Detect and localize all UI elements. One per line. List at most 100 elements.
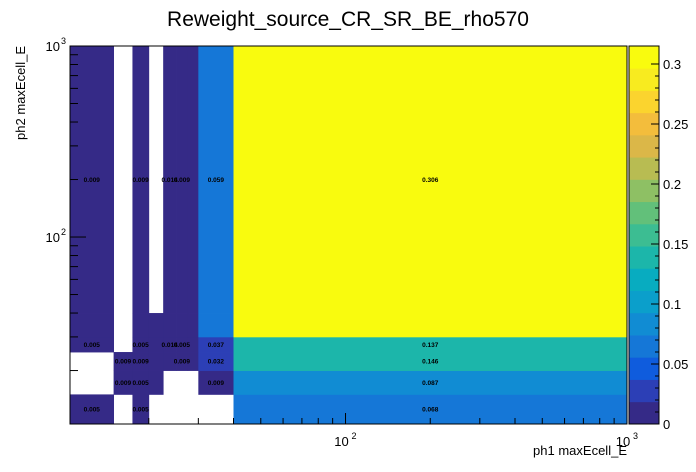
x-tick-label: 10 (616, 434, 630, 449)
cell-value-label: 0.009 (132, 359, 149, 366)
cell-value-label: 0.306 (422, 177, 439, 184)
colorbar-segment (629, 46, 659, 69)
heatmap-cell (198, 313, 234, 338)
colorbar-segment (629, 223, 659, 247)
x-axis-ticks: 10 2 10 3 (148, 413, 638, 449)
cell-value-label: 0.087 (422, 380, 439, 387)
colorbar-tick-label: 0.15 (663, 237, 688, 252)
y-tick-exponent: 2 (61, 227, 66, 237)
heatmap-cell (163, 336, 177, 353)
heatmap-cell (163, 313, 177, 338)
heatmap-cell (132, 394, 150, 425)
cell-value-label: 0.009 (174, 177, 191, 184)
heatmap-cell (113, 370, 133, 395)
heatmap-cell (70, 394, 115, 425)
heatmap-cell (132, 336, 150, 353)
colorbar-segment (629, 90, 659, 114)
cell-value-label: 0.005 (132, 407, 149, 414)
colorbar-segment (629, 357, 659, 380)
heatmap-cell (187, 336, 199, 353)
colorbar-segment (629, 179, 659, 203)
cell-value-label: 0.009 (115, 380, 132, 387)
colorbar-segment (629, 290, 659, 314)
cell-value-label: 0.009 (174, 359, 191, 366)
cell-value-label: 0.137 (422, 342, 439, 349)
cell-value-label: 0.009 (115, 359, 132, 366)
cell-value-label: 0.032 (208, 359, 225, 366)
heatmap-cell (70, 313, 115, 338)
heatmap-cell (132, 46, 150, 314)
heatmap-cell (233, 46, 628, 314)
cell-value-label: 0.005 (174, 342, 191, 349)
heatmap-cell (176, 313, 189, 338)
colorbar-segment (629, 112, 659, 136)
heatmap-cell (113, 352, 133, 371)
cell-value-label: 0.005 (84, 407, 101, 414)
colorbar-frame (628, 45, 660, 425)
heatmap-cell (233, 352, 628, 371)
heatmap-cell (148, 313, 164, 338)
colorbar-segment (629, 268, 659, 291)
cell-value-label: 0.009 (84, 177, 101, 184)
colorbar-tick-label: 0.1 (663, 297, 681, 312)
colorbar-segment (629, 134, 659, 158)
y-tick-exponent: 3 (61, 36, 66, 46)
colorbar-segment (629, 401, 659, 425)
y-tick-label: 10 (46, 230, 60, 245)
heatmap-cell (198, 370, 234, 395)
heatmap-cell (198, 336, 234, 353)
y-tick-label: 10 (46, 39, 60, 54)
color-scale-bar: 0 0.05 0.1 0.15 0.2 0.25 0.3 (628, 45, 688, 432)
heatmap-cell (176, 46, 189, 314)
heatmap-cell (163, 352, 177, 371)
cell-value-label: 0.005 (84, 342, 101, 349)
y-axis-label: ph2 maxEcell_E (13, 46, 28, 140)
heatmap-cell (132, 352, 150, 371)
chart-title: Reweight_source_CR_SR_BE_rho570 (167, 8, 529, 31)
cell-value-label: 0.005 (132, 342, 149, 349)
colorbar-tick-label: 0 (663, 417, 670, 432)
cell-value-label: 0.014 (161, 177, 178, 184)
heatmap-cell (233, 370, 628, 395)
x-axis-label: ph1 maxEcell_E (533, 443, 627, 458)
heatmap-cell (233, 336, 628, 353)
cell-value-label: 0.005 (132, 380, 149, 387)
colorbar-tick-label: 0.3 (663, 57, 681, 72)
cell-value-label: 0.014 (161, 342, 178, 349)
colorbar-segment (629, 201, 659, 225)
heatmap-cell (148, 370, 164, 395)
colorbar-segment (629, 157, 659, 180)
cell-value-label: 0.037 (208, 342, 225, 349)
colorbar-segment (629, 312, 659, 336)
cell-value-label: 0.146 (422, 359, 439, 366)
heatmap-cell (70, 336, 115, 353)
heatmap-cell (198, 352, 234, 371)
cell-value-label: 0.009 (208, 380, 225, 387)
colorbar-tick-label: 0.05 (663, 357, 688, 372)
heatmap-cell (198, 46, 234, 314)
cell-value-label: 0.009 (132, 177, 149, 184)
heatmap-cell (132, 370, 150, 395)
heatmap-cell (187, 313, 199, 338)
heatmap-cell (187, 352, 199, 371)
heatmap-cell (176, 352, 189, 371)
colorbar-segment (629, 379, 659, 403)
heatmap-cell (132, 313, 150, 338)
x-tick-exponent: 2 (352, 431, 357, 441)
heatmap-cells (70, 46, 628, 425)
heatmap-cell (163, 46, 177, 314)
heatmap-cell (187, 46, 199, 314)
heatmap-cell (148, 336, 164, 353)
colorbar-segment (629, 68, 659, 91)
heatmap-cell (233, 313, 628, 338)
heatmap-cell (176, 336, 189, 353)
colorbar-segment (629, 246, 659, 269)
x-tick-exponent: 3 (633, 431, 638, 441)
colorbar-segment (629, 335, 659, 358)
colorbar-tick-label: 0.25 (663, 117, 688, 132)
heatmap-cell (148, 352, 164, 371)
cell-value-label: 0.068 (422, 407, 439, 414)
